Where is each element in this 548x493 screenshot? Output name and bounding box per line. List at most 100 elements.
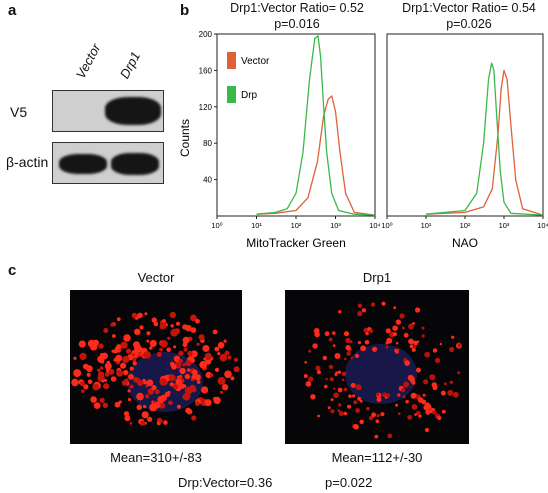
x-axis-label: NAO [452,236,478,250]
actin-band-vector [59,154,107,174]
mitochondria-dot [224,350,230,356]
mitochondria-dot [169,382,174,387]
mitochondria-dot [98,343,104,349]
x-tick-label: 10¹ [421,221,432,230]
mitochondria-dot [127,389,131,393]
mitochondria-dot [421,326,425,330]
series-line-vector [256,95,376,216]
flow-histograms: Counts 40 80 120 160 200 10⁰ 10¹ 10² 10³ 10⁴ MitoT… [178,30,548,250]
row-label-v5: V5 [10,104,28,120]
mitochondria-dot [146,379,154,387]
mitochondria-dot [338,411,344,417]
mitochondria-dot [382,392,387,397]
mitochondria-dot [102,402,108,408]
cell-title-vector: Vector [137,270,175,285]
mitochondria-dot [345,337,351,343]
mitochondria-dot [317,414,320,418]
mitochondria-dot [412,322,415,325]
mitochondria-dot [444,382,447,386]
mitochondria-dot [324,384,328,389]
mitochondria-dot [357,341,361,345]
x-tick-label: 10³ [499,221,510,230]
mitochondria-dot [82,363,89,370]
mitochondria-dot [414,413,417,416]
mitochondria-dot [170,328,179,337]
mitochondria-dot [129,421,133,425]
mean-vector: Mean=310+/-83 [110,450,202,465]
left-p-value: p=0.016 [274,17,320,31]
mitochondria-dot [120,362,127,369]
mitochondria-dot [214,367,220,372]
mitochondria-dot [139,325,144,330]
mitochondria-dot [345,345,351,351]
mitochondria-dot [78,340,86,348]
drp-vector-ratio: Drp:Vector=0.36 [178,475,273,490]
mitochondria-dot [159,378,167,386]
mitochondria-dot [423,379,429,385]
mitochondria-dot [184,373,191,380]
mitochondria-dot [110,376,117,382]
mitochondria-dot [334,353,341,359]
mitochondria-dot [195,401,200,407]
mitochondria-dot [403,332,409,338]
mitochondria-dot [178,358,183,364]
mitochondria-dot [359,399,363,403]
mitochondria-dot [103,378,107,382]
cell-title-drp1: Drp1 [362,270,392,285]
mitochondria-dot [441,409,446,414]
mitochondria-dot [104,362,112,370]
mitochondria-dot [151,317,157,323]
mitochondria-dot [354,353,360,358]
mitochondria-dot [330,398,334,402]
mitochondria-dot [399,313,405,319]
drp1-cell-image [285,290,469,444]
mitochondria-dot [103,383,110,390]
mitochondria-dot [149,346,153,350]
mitochondria-dot [143,351,151,359]
series-line-vector [425,69,544,216]
mitochondria-dot [374,434,379,439]
mitochondria-dot [182,363,186,367]
mitochondria-dot [190,327,197,333]
mitochondria-dot [129,366,134,371]
mitochondria-dot [457,371,461,375]
mitochondria-dot [219,390,224,394]
mitochondria-dot [398,412,401,415]
mitochondria-dot [111,349,115,353]
mitochondria-dot [73,356,77,360]
mitochondria-dot [162,319,166,323]
mitochondria-dot [173,355,181,362]
actin-band-drp1 [111,153,159,175]
plot-frame [386,33,544,217]
mitochondria-dot [416,410,421,416]
mitochondria-dot [417,397,424,403]
mitochondria-dot [172,384,179,390]
mitochondria-dot [221,384,229,391]
mitochondria-dot [120,341,128,349]
mitochondria-dot [346,351,351,356]
mitochondria-dot [401,388,406,393]
mitochondria-dot [449,346,455,353]
mitochondria-dot [100,372,104,376]
mitochondria-dot [308,376,314,382]
mitochondria-dot [217,376,226,385]
mitochondria-dot [413,340,418,346]
mitochondria-dot [173,345,177,349]
mitochondria-dot [313,328,320,334]
mitochondria-dot [411,380,416,385]
mitochondria-dot [350,356,354,360]
mitochondria-dot [376,414,380,418]
mitochondria-dot [353,400,358,405]
mitochondria-dot [393,306,397,310]
mitochondria-dot [92,339,99,346]
mitochondria-dot [394,348,398,353]
mitochondria-dot [212,329,218,335]
series-line-drp [256,35,376,216]
mitochondria-dot [449,380,453,384]
histogram-mitotracker: 40 80 120 160 200 10⁰ 10¹ 10² 10³ 10⁴ MitoTracker … [199,30,381,250]
mitochondria-dot [114,401,121,408]
mitochondria-dot [191,374,196,380]
mitochondria-dot [440,390,446,396]
mitochondria-dot [315,365,321,371]
mitochondria-dot [327,406,331,410]
